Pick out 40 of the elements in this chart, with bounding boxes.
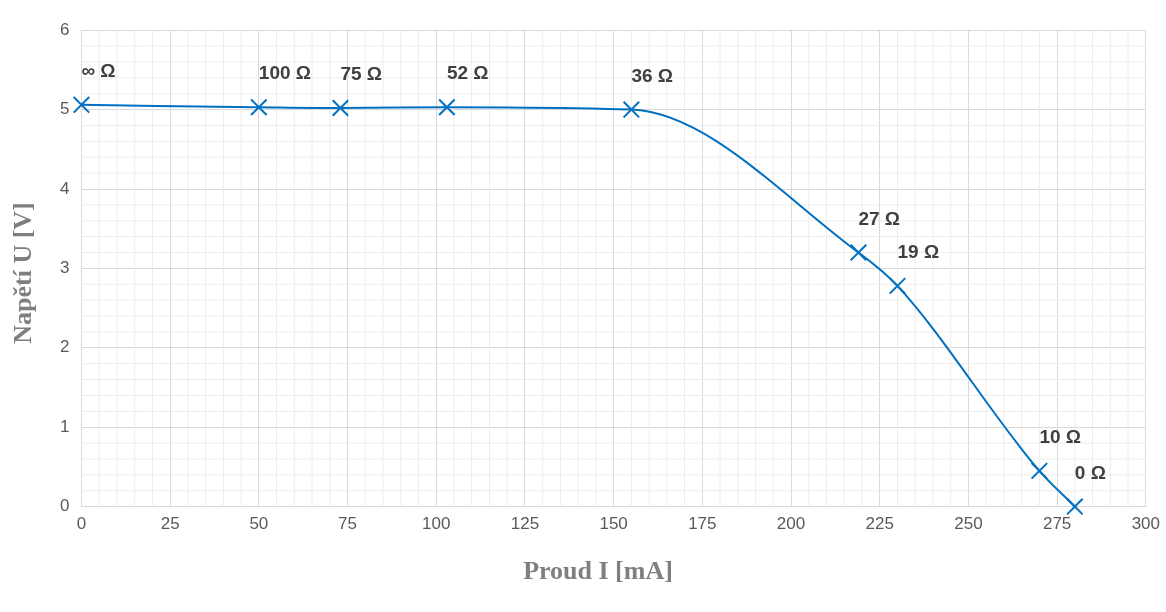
annotation: 27 Ω — [858, 207, 901, 229]
point — [888, 277, 907, 295]
x-axis-title: Proud I [mA] — [523, 556, 673, 585]
annotation: 100 Ω — [258, 62, 312, 84]
annotation: 19 Ω — [897, 240, 940, 262]
y-tick-label: 1 — [59, 416, 70, 436]
x-tick-label: 175 — [688, 514, 717, 534]
y-tick-label: 6 — [59, 19, 70, 39]
x-tick-label: 300 — [1131, 514, 1161, 534]
x-tick-label: 150 — [599, 514, 628, 534]
x-tick-label: 125 — [510, 514, 540, 534]
point — [72, 96, 91, 114]
x-tick-label: 200 — [776, 514, 806, 534]
point — [1030, 462, 1049, 480]
x-tick-label: 75 — [338, 514, 358, 534]
y-tick-label: 5 — [59, 99, 70, 119]
x-tick-label: 275 — [1042, 514, 1072, 534]
annotation: 52 Ω — [446, 62, 489, 84]
point — [622, 100, 641, 119]
point — [438, 98, 456, 116]
y-tick-label: 4 — [59, 178, 70, 198]
x-tick-label: 225 — [865, 514, 894, 534]
point — [250, 98, 268, 116]
y-axis-title: Napětí U [V] — [8, 202, 37, 344]
x-tick-label: 50 — [249, 514, 269, 534]
point — [331, 99, 350, 117]
annotation: 75 Ω — [340, 63, 383, 85]
point — [1066, 497, 1084, 516]
x-tick-label: 100 — [422, 514, 451, 534]
annotation: 36 Ω — [631, 64, 674, 86]
x-tick-label: 25 — [160, 514, 180, 534]
y-tick-label: 0 — [59, 496, 70, 516]
annotation: 10 Ω — [1039, 425, 1082, 447]
annotation: 0 Ω — [1074, 461, 1106, 483]
annotation: ∞ Ω — [81, 59, 116, 81]
x-tick-label: 0 — [76, 514, 87, 534]
y-tick-label: 2 — [59, 337, 70, 357]
point — [849, 243, 868, 262]
x-tick-label: 250 — [954, 514, 983, 534]
y-tick-label: 3 — [59, 258, 70, 278]
